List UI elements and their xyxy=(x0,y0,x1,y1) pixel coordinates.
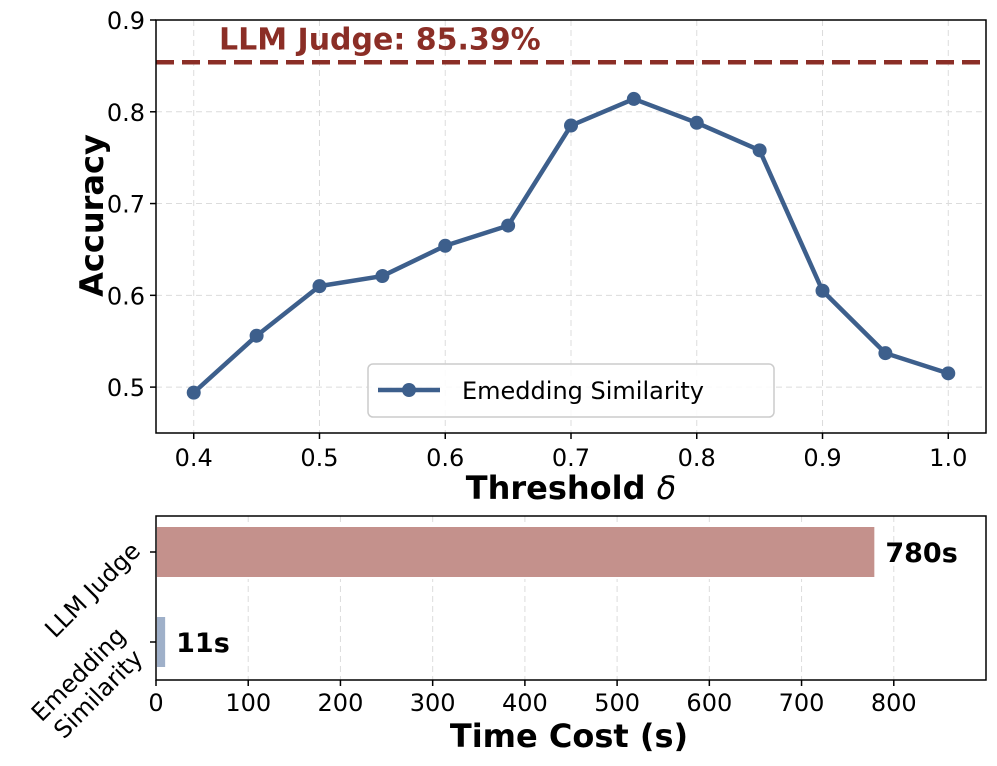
legend-entry-emedding-similarity: Emedding Similarity xyxy=(462,377,704,405)
data-point xyxy=(941,366,956,381)
top-x-tick-label: 0.6 xyxy=(426,444,464,472)
bottom-x-ticks: 0 100 200 300 400 500 600 700 800 xyxy=(148,680,917,717)
top-x-tick-label: 1.0 xyxy=(929,444,967,472)
data-point xyxy=(186,385,201,400)
top-y-tick-label: 0.5 xyxy=(107,374,145,402)
top-x-tick-label: 0.9 xyxy=(803,444,841,472)
bottom-x-tick-label: 500 xyxy=(594,689,640,717)
bottom-x-tick-label: 700 xyxy=(779,689,825,717)
bottom-x-tick-label: 600 xyxy=(686,689,732,717)
data-point xyxy=(689,115,704,130)
legend-box xyxy=(367,363,775,418)
top-y-tick-label: 0.8 xyxy=(107,99,145,127)
legend-marker-swatch xyxy=(402,383,416,397)
data-point xyxy=(564,118,578,133)
bottom-category-label: EmeddingSimilarity xyxy=(26,622,151,747)
bottom-x-tick-label: 300 xyxy=(410,689,456,717)
top-y-tick-label: 0.6 xyxy=(107,282,145,310)
llm-judge-reference-label: LLM Judge: 85.39% xyxy=(219,22,541,57)
bottom-plot-frame xyxy=(155,515,987,681)
bar-value-labels: 780s 11s xyxy=(176,538,958,659)
data-point xyxy=(501,218,516,233)
bottom-x-tick-label: 0 xyxy=(148,689,163,717)
bar-value-label: 780s xyxy=(885,538,957,569)
data-point xyxy=(438,238,453,253)
top-x-axis-label: Threshold δ xyxy=(466,469,677,507)
top-y-ticks: 0.5 0.6 0.7 0.8 0.9 xyxy=(107,7,156,402)
time-cost-bar-chart: 780s 11s 0 100 200 300 400 500 600 700 800 LLM Ju… xyxy=(26,515,987,755)
data-point xyxy=(375,269,390,284)
bottom-x-tick-label: 100 xyxy=(225,689,271,717)
bottom-x-tick-label: 400 xyxy=(502,689,548,717)
accuracy-line-chart: LLM Judge: 85.39% 0.4 0.5 0.6 0.7 0.8 0.9 1.0 … xyxy=(73,7,987,507)
data-point xyxy=(815,283,830,298)
top-y-tick-label: 0.7 xyxy=(107,191,145,219)
bottom-x-tick-label: 800 xyxy=(871,689,917,717)
data-point xyxy=(878,346,893,361)
series-points xyxy=(186,91,956,400)
top-x-tick-label: 0.5 xyxy=(300,444,338,472)
bar xyxy=(155,615,168,669)
bottom-category-label: LLM Judge xyxy=(39,537,145,643)
bars xyxy=(155,525,877,669)
bar xyxy=(155,525,877,579)
top-y-tick-label: 0.9 xyxy=(107,7,145,35)
top-x-tick-label: 0.4 xyxy=(175,444,213,472)
data-point xyxy=(626,91,641,106)
top-x-tick-label: 0.8 xyxy=(678,444,716,472)
data-point xyxy=(752,143,767,158)
bottom-x-axis-label: Time Cost (s) xyxy=(450,717,688,755)
data-point xyxy=(249,328,264,343)
data-point xyxy=(312,279,327,294)
top-x-ticks: 0.4 0.5 0.6 0.7 0.8 0.9 1.0 xyxy=(175,433,967,472)
legend: Emedding Similarity xyxy=(367,363,775,418)
bar-value-label: 11s xyxy=(176,628,230,659)
bottom-x-tick-label: 200 xyxy=(318,689,364,717)
top-y-axis-label: Accuracy xyxy=(73,134,111,297)
top-x-tick-label: 0.7 xyxy=(552,444,590,472)
